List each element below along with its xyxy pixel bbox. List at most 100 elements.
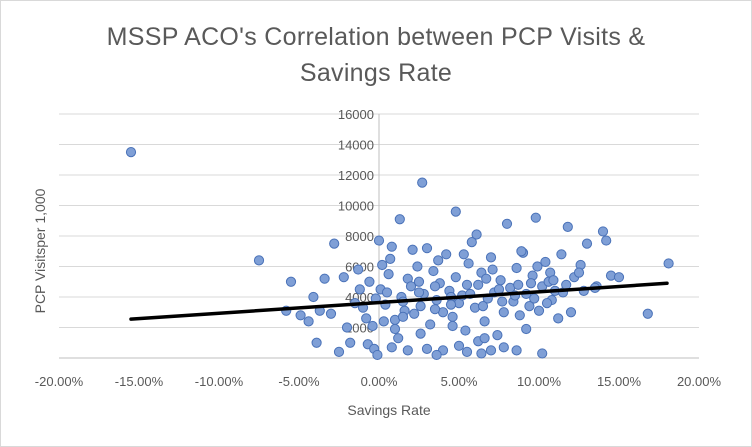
- data-point: [373, 235, 385, 246]
- data-point: [393, 333, 404, 344]
- data-point: [581, 238, 593, 249]
- data-point: [487, 264, 498, 275]
- y-tick-label: 14000: [338, 138, 374, 153]
- trendline: [129, 281, 669, 321]
- chart-title-line-1: MSSP ACO's Correlation between PCP Visit…: [106, 23, 646, 51]
- data-point: [514, 310, 525, 321]
- data-point: [441, 249, 452, 260]
- data-point: [479, 333, 490, 344]
- data-point: [447, 320, 458, 332]
- data-point: [421, 243, 433, 254]
- data-point: [385, 253, 396, 264]
- data-point: [473, 279, 484, 290]
- data-point: [253, 255, 265, 266]
- data-point: [497, 296, 508, 307]
- data-point: [466, 237, 477, 248]
- data-point: [541, 298, 553, 309]
- data-point: [450, 206, 461, 217]
- data-point: [642, 308, 653, 319]
- data-point: [613, 272, 625, 283]
- y-tick-label: 16000: [338, 107, 374, 122]
- data-point: [492, 330, 503, 341]
- data-point: [495, 275, 506, 286]
- x-tick-label: -10.00%: [195, 374, 244, 389]
- data-point: [561, 279, 572, 290]
- data-point: [415, 328, 426, 339]
- data-point: [433, 255, 444, 266]
- data-point: [524, 301, 535, 312]
- chart-title-line-2: Savings Rate: [299, 59, 453, 87]
- data-point: [402, 345, 413, 356]
- data-point: [429, 304, 441, 315]
- data-point: [463, 258, 474, 269]
- data-point: [325, 308, 337, 319]
- data-point: [476, 348, 487, 359]
- data-point: [409, 308, 420, 319]
- y-tick-label: 8000: [345, 229, 374, 244]
- data-point: [511, 262, 522, 274]
- data-point: [338, 272, 349, 283]
- y-tick-label: 2000: [345, 321, 374, 336]
- data-point: [413, 276, 425, 287]
- data-point: [498, 342, 509, 353]
- data-point: [329, 238, 340, 249]
- data-point: [308, 291, 319, 303]
- x-tick-label: 0.00%: [361, 374, 398, 389]
- data-point: [413, 287, 425, 298]
- data-point: [333, 346, 345, 357]
- data-point: [295, 310, 306, 321]
- data-point: [460, 325, 471, 336]
- data-point: [345, 337, 356, 348]
- data-point: [431, 349, 442, 361]
- data-point: [573, 267, 585, 278]
- x-tick-label: 5.00%: [441, 374, 478, 389]
- x-tick-label: 15.00%: [597, 374, 642, 389]
- data-point: [565, 307, 577, 318]
- data-point: [405, 281, 417, 292]
- data-point: [386, 342, 397, 353]
- chart-title: MSSP ACO's Correlation between PCP Visit…: [1, 19, 751, 91]
- x-axis-title: Savings Rate: [347, 402, 430, 418]
- data-point: [562, 221, 573, 232]
- data-point: [428, 265, 439, 277]
- data-point: [485, 345, 497, 356]
- data-point: [485, 252, 497, 263]
- data-point: [361, 313, 372, 324]
- data-point: [353, 264, 364, 275]
- data-point: [372, 349, 383, 361]
- data-point: [513, 279, 524, 290]
- data-point: [530, 212, 541, 223]
- data-point: [511, 345, 522, 356]
- data-point: [386, 241, 397, 252]
- data-point: [516, 246, 527, 257]
- y-axis-title: PCP Visitsper 1,000: [32, 188, 48, 313]
- data-point: [529, 293, 540, 304]
- x-axis-tick-labels: -20.00% -15.00% -10.00% -5.00% 0.00% 5.00% 10.…: [35, 374, 722, 389]
- data-point: [501, 218, 513, 229]
- data-point: [521, 323, 532, 335]
- data-point: [445, 299, 457, 310]
- data-point: [341, 322, 353, 333]
- data-point: [397, 311, 409, 322]
- data-point: [458, 249, 469, 260]
- data-point: [548, 275, 559, 286]
- data-point: [461, 346, 473, 357]
- data-point: [429, 281, 441, 292]
- data-point: [383, 269, 394, 280]
- x-tick-label: 20.00%: [677, 374, 722, 389]
- data-point: [453, 340, 465, 351]
- x-tick-label: -20.00%: [35, 374, 84, 389]
- data-point: [389, 323, 401, 335]
- data-point: [285, 276, 297, 287]
- data-point: [481, 273, 492, 284]
- data-point: [394, 214, 405, 225]
- data-point: [540, 256, 551, 268]
- data-point: [378, 316, 389, 327]
- data-point: [477, 301, 489, 312]
- data-point: [417, 177, 428, 188]
- data-point: [412, 261, 423, 272]
- data-point: [319, 273, 330, 284]
- data-point: [471, 229, 482, 240]
- data-point: [597, 226, 609, 237]
